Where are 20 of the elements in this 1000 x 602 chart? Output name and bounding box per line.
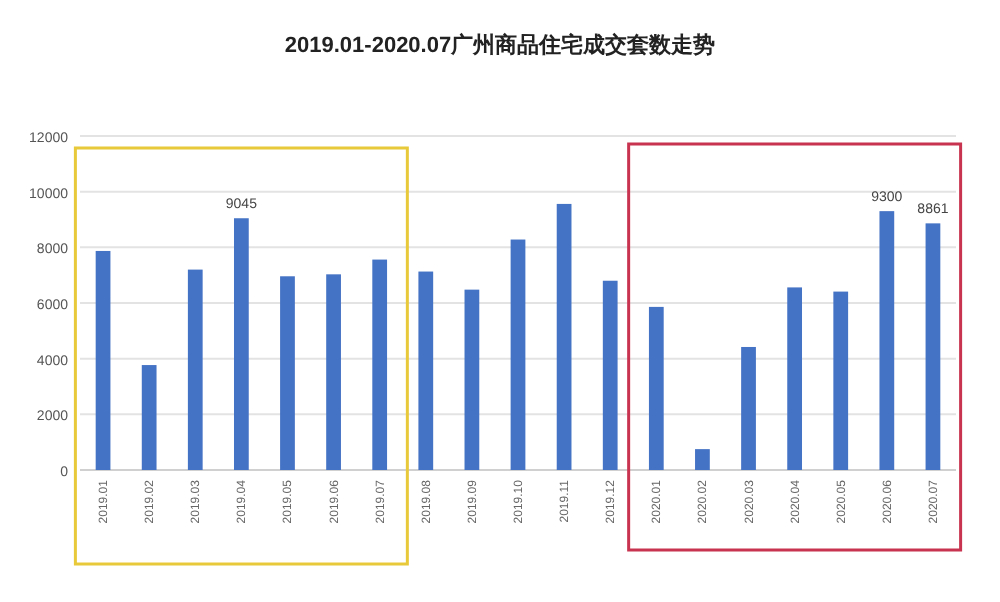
bar — [695, 449, 710, 470]
bar — [648, 306, 664, 470]
bar — [326, 274, 341, 470]
bar — [95, 250, 111, 470]
bar — [925, 223, 941, 470]
chart-title: 2019.01-2020.07广州商品住宅成交套数走势 — [284, 32, 716, 58]
bar — [741, 346, 756, 470]
bar — [233, 218, 249, 470]
bar — [556, 203, 572, 470]
bar — [510, 239, 526, 470]
bar — [602, 280, 618, 470]
bar — [418, 271, 434, 470]
bar — [464, 289, 480, 470]
bar — [280, 276, 295, 470]
bar — [787, 287, 803, 470]
bar — [879, 211, 895, 470]
bar — [187, 269, 203, 470]
bar — [141, 365, 157, 470]
bar — [833, 291, 849, 470]
bar — [372, 259, 388, 470]
